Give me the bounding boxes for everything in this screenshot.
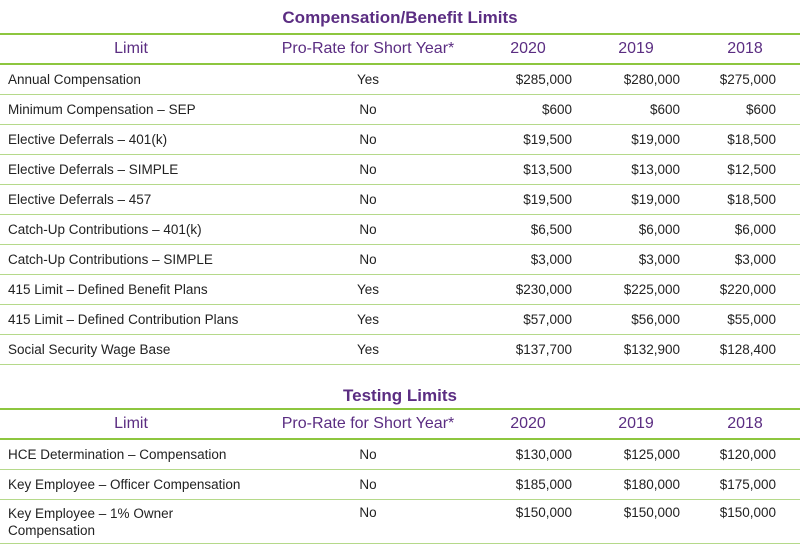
cell-year-2: $225,000 xyxy=(623,282,680,297)
table-row: Elective Deferrals – SIMPLE No $13,500 $13,… xyxy=(0,155,800,185)
table-row: 415 Limit – Defined Benefit Plans Yes $230… xyxy=(0,275,800,305)
cell-limit: Elective Deferrals – SIMPLE xyxy=(8,162,179,177)
cell-prorate: Yes xyxy=(356,312,380,327)
cell-year-2: $600 xyxy=(649,102,680,117)
cell-year-1: $3,000 xyxy=(530,252,572,267)
cell-year-3: $600 xyxy=(745,102,776,117)
cell-limit: 415 Limit – Defined Benefit Plans xyxy=(8,282,208,297)
table-row: Social Security Wage Base Yes $137,700 $132… xyxy=(0,335,800,365)
cell-limit: Key Employee – 1% Owner Compensation xyxy=(8,506,174,538)
compensation-benefit-section: Compensation/Benefit Limits Limit Pro-Ra… xyxy=(0,8,800,365)
header-year-3: 2018 xyxy=(727,415,763,432)
cell-year-3: $55,000 xyxy=(727,312,776,327)
cell-year-2: $150,000 xyxy=(623,505,680,520)
cell-year-2: $56,000 xyxy=(631,312,680,327)
cell-year-2: $280,000 xyxy=(623,72,680,87)
cell-year-2: $6,000 xyxy=(638,222,680,237)
cell-year-2: $125,000 xyxy=(623,447,680,462)
section-title: Compensation/Benefit Limits xyxy=(282,8,518,27)
cell-prorate: No xyxy=(359,505,377,520)
cell-limit: Catch-Up Contributions – 401(k) xyxy=(8,222,202,237)
cell-prorate: No xyxy=(359,132,377,147)
cell-year-1: $150,000 xyxy=(515,505,572,520)
cell-limit: Annual Compensation xyxy=(8,72,141,87)
cell-limit: HCE Determination – Compensation xyxy=(8,447,227,462)
cell-year-1: $19,500 xyxy=(523,192,572,207)
table-row: Annual Compensation Yes $285,000 $280,000 $2… xyxy=(0,65,800,95)
cell-limit: Catch-Up Contributions – SIMPLE xyxy=(8,252,213,267)
cell-prorate: No xyxy=(359,102,377,117)
cell-year-3: $18,500 xyxy=(727,192,776,207)
cell-year-1: $19,500 xyxy=(523,132,572,147)
cell-year-1: $130,000 xyxy=(515,447,572,462)
cell-year-3: $3,000 xyxy=(734,252,776,267)
cell-year-3: $220,000 xyxy=(719,282,776,297)
cell-year-1: $137,700 xyxy=(515,342,572,357)
cell-year-3: $6,000 xyxy=(734,222,776,237)
cell-year-2: $19,000 xyxy=(631,132,680,147)
table-header: Limit Pro-Rate for Short Year* 2020 2019… xyxy=(0,408,800,440)
cell-year-2: $13,000 xyxy=(631,162,680,177)
cell-year-2: $132,900 xyxy=(623,342,680,357)
table-row: Catch-Up Contributions – 401(k) No $6,500 $… xyxy=(0,215,800,245)
cell-year-1: $230,000 xyxy=(515,282,572,297)
header-year-2: 2019 xyxy=(618,415,654,432)
cell-prorate: No xyxy=(359,222,377,237)
cell-prorate: Yes xyxy=(356,72,380,87)
cell-year-3: $128,400 xyxy=(719,342,776,357)
section-title: Testing Limits xyxy=(343,386,457,405)
cell-year-1: $285,000 xyxy=(515,72,572,87)
cell-limit: Elective Deferrals – 457 xyxy=(8,192,152,207)
header-limit: Limit xyxy=(114,40,148,57)
cell-year-3: $120,000 xyxy=(719,447,776,462)
table-row: Key Employee – Officer Compensation No $18… xyxy=(0,470,800,500)
table-row: Elective Deferrals – 457 No $19,500 $19,000… xyxy=(0,185,800,215)
cell-year-1: $57,000 xyxy=(523,312,572,327)
header-year-2: 2019 xyxy=(618,40,654,57)
cell-limit: Social Security Wage Base xyxy=(8,342,171,357)
cell-year-3: $18,500 xyxy=(727,132,776,147)
cell-limit: 415 Limit – Defined Contribution Plans xyxy=(8,312,239,327)
cell-year-2: $3,000 xyxy=(638,252,680,267)
cell-year-1: $600 xyxy=(541,102,572,117)
header-year-1: 2020 xyxy=(510,40,546,57)
cell-year-3: $12,500 xyxy=(727,162,776,177)
cell-prorate: No xyxy=(359,192,377,207)
header-limit: Limit xyxy=(114,415,148,432)
table-row: 415 Limit – Defined Contribution Plans Ye… xyxy=(0,305,800,335)
cell-year-1: $185,000 xyxy=(515,477,572,492)
header-prorate: Pro-Rate for Short Year* xyxy=(281,415,455,432)
cell-limit: Minimum Compensation – SEP xyxy=(8,102,196,117)
cell-year-1: $13,500 xyxy=(523,162,572,177)
table-body: Annual Compensation Yes $285,000 $280,000 $2… xyxy=(0,65,800,365)
table-row: Catch-Up Contributions – SIMPLE No $3,000 $… xyxy=(0,245,800,275)
table-body: HCE Determination – Compensation No $130,0… xyxy=(0,440,800,544)
table-row: Key Employee – 1% Owner Compensation No $1… xyxy=(0,500,800,544)
cell-limit: Elective Deferrals – 401(k) xyxy=(8,132,168,147)
cell-year-2: $180,000 xyxy=(623,477,680,492)
cell-year-3: $150,000 xyxy=(719,505,776,520)
cell-prorate: No xyxy=(359,477,377,492)
cell-year-2: $19,000 xyxy=(631,192,680,207)
cell-prorate: No xyxy=(359,447,377,462)
table-row: Minimum Compensation – SEP No $600 $600 $600 xyxy=(0,95,800,125)
cell-year-1: $6,500 xyxy=(530,222,572,237)
table-header: Limit Pro-Rate for Short Year* 2020 2019… xyxy=(0,33,800,65)
header-year-3: 2018 xyxy=(727,40,763,57)
header-year-1: 2020 xyxy=(510,415,546,432)
cell-limit: Key Employee – Officer Compensation xyxy=(8,477,241,492)
cell-prorate: No xyxy=(359,252,377,267)
table-row: Elective Deferrals – 401(k) No $19,500 $19,… xyxy=(0,125,800,155)
cell-prorate: No xyxy=(359,162,377,177)
cell-year-3: $175,000 xyxy=(719,477,776,492)
testing-limits-section: Testing Limits Limit Pro-Rate for Short … xyxy=(0,380,800,544)
cell-prorate: Yes xyxy=(356,342,380,357)
cell-prorate: Yes xyxy=(356,282,380,297)
table-row: HCE Determination – Compensation No $130,0… xyxy=(0,440,800,470)
header-prorate: Pro-Rate for Short Year* xyxy=(281,40,455,57)
cell-year-3: $275,000 xyxy=(719,72,776,87)
